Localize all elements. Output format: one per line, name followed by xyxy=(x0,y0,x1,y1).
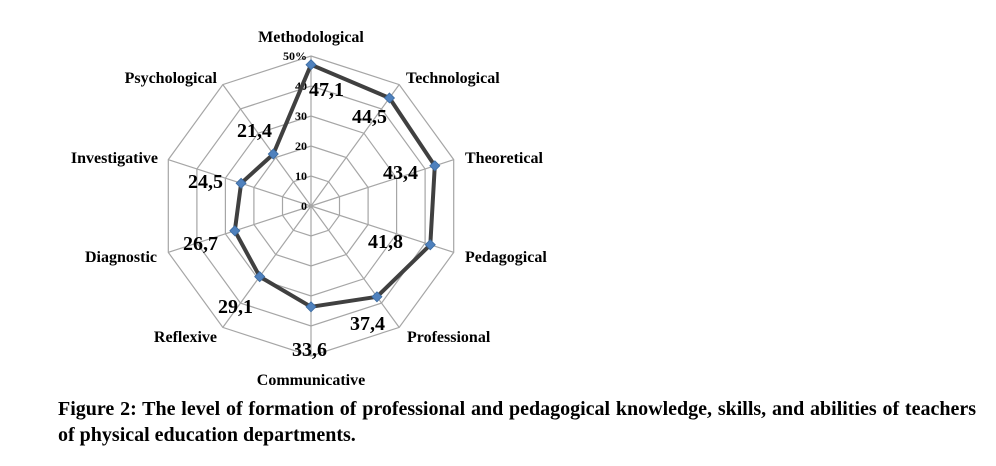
category-label: Technological xyxy=(406,70,500,87)
tick-label: 20 xyxy=(295,139,307,153)
category-label: Investigative xyxy=(71,150,158,167)
category-label: Methodological xyxy=(258,29,364,46)
category-label: Communicative xyxy=(257,372,365,389)
data-point xyxy=(235,177,247,189)
data-point xyxy=(383,92,396,104)
data-point xyxy=(267,148,279,160)
data-label: 33,6 xyxy=(292,339,327,361)
tick-label: 0 xyxy=(301,199,307,213)
data-label: 29,1 xyxy=(218,296,253,318)
data-point xyxy=(229,225,241,237)
tick-label: 50% xyxy=(283,49,307,63)
spoke-line xyxy=(310,159,454,207)
data-label: 26,7 xyxy=(183,233,218,255)
data-point xyxy=(429,160,441,172)
category-label: Pedagogical xyxy=(465,249,547,266)
spoke-line xyxy=(222,205,312,328)
data-point xyxy=(254,271,266,283)
data-label: 37,4 xyxy=(350,313,385,335)
data-label: 47,1 xyxy=(309,79,344,101)
data-point xyxy=(305,59,317,71)
tick-label: 10 xyxy=(295,169,307,183)
spoke-line xyxy=(310,205,400,328)
category-label: Psychological xyxy=(125,70,218,87)
data-label: 21,4 xyxy=(237,120,272,142)
category-label: Reflexive xyxy=(154,329,217,346)
category-labels: Methodological Technological Theoretical Pe… xyxy=(71,29,547,389)
spoke-line xyxy=(310,84,400,207)
data-point xyxy=(371,291,383,303)
spoke-line xyxy=(168,205,312,253)
category-label: Professional xyxy=(407,329,491,346)
category-label: Theoretical xyxy=(465,150,543,167)
data-label: 43,4 xyxy=(383,162,418,184)
data-labels: 47,1 44,5 43,4 41,8 37,4 33,6 29,1 26,7 24,5 21,4 xyxy=(183,79,418,361)
radar-series xyxy=(229,59,441,313)
data-label: 24,5 xyxy=(188,171,223,193)
spoke-line xyxy=(222,84,312,207)
data-point xyxy=(305,301,317,313)
tick-label: 30 xyxy=(295,109,307,123)
data-label: 44,5 xyxy=(352,106,387,128)
category-label: Diagnostic xyxy=(85,249,157,266)
figure-caption: Figure 2: The level of formation of prof… xyxy=(58,398,976,446)
data-label: 41,8 xyxy=(368,231,403,253)
data-point xyxy=(424,239,436,251)
